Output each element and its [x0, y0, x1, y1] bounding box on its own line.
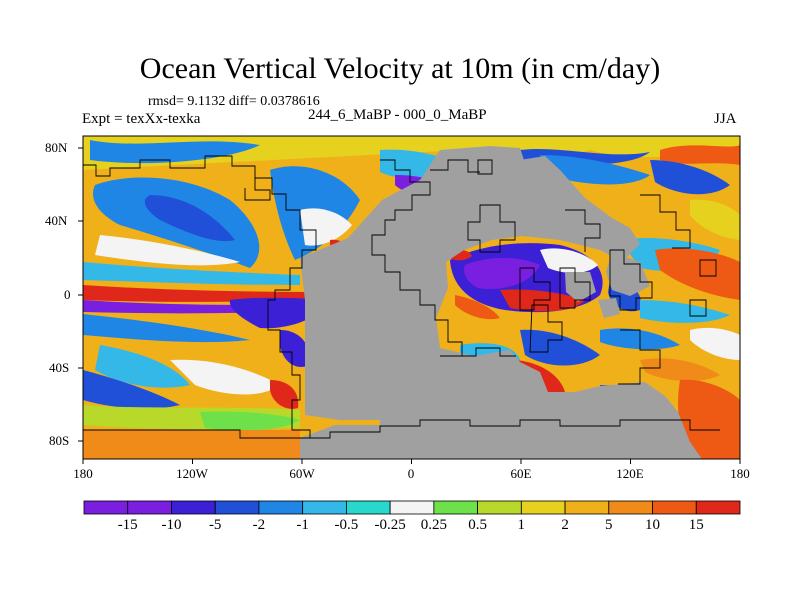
colorbar-box	[302, 500, 347, 515]
colorbar-box	[433, 500, 478, 515]
colorbar-label: -0.25	[374, 517, 406, 533]
experiment-label: Expt = texXx-texka	[82, 111, 201, 127]
lat-label-80n: 80N	[45, 140, 68, 155]
axis-ticks	[78, 147, 741, 464]
lon-label-60w: 60W	[289, 466, 315, 481]
colorbar-label: 2	[561, 517, 569, 533]
case-label: 244_6_MaBP - 000_0_MaBP	[308, 107, 487, 123]
colorbar-box	[214, 500, 260, 515]
colorbar-box	[171, 500, 216, 515]
colorbar-box	[389, 500, 435, 515]
colorbar-box	[564, 500, 610, 515]
colorbar-label: 1	[517, 517, 526, 533]
colorbar-box	[477, 500, 522, 515]
lat-label-equator: 0	[64, 287, 71, 302]
colorbar-label: 0.25	[420, 517, 448, 533]
colorbar-box	[258, 500, 304, 515]
lon-label-60e: 60E	[510, 466, 532, 481]
lat-label-80s: 80S	[49, 433, 70, 448]
lat-label-40s: 40S	[49, 360, 70, 375]
colorbar-label: 0.5	[468, 517, 487, 533]
colorbar-label: -15	[117, 517, 138, 533]
colorbar-label: -2	[252, 517, 266, 533]
lon-label-0: 0	[407, 466, 415, 481]
colorbar-box	[345, 500, 391, 515]
colorbar-label: 5	[605, 517, 613, 533]
lon-label-120w: 120W	[176, 466, 208, 481]
colorbar-box	[652, 500, 697, 515]
lon-label-180e: 180	[730, 466, 750, 481]
colorbar-box	[695, 500, 741, 515]
colorbar-label: 10	[645, 517, 660, 533]
colorbar-label: -1	[296, 517, 309, 533]
colorbar-label: 15	[688, 517, 704, 533]
map-title: Ocean Vertical Velocity at 10m (in cm/da…	[139, 52, 661, 85]
land-masses	[300, 146, 702, 459]
colorbar-box	[127, 500, 172, 515]
colorbar-label: -5	[208, 517, 222, 533]
lat-label-40n: 40N	[45, 213, 68, 228]
colorbar-box	[608, 500, 653, 515]
lon-label-120e: 120E	[616, 466, 644, 481]
coastline-outlines	[83, 155, 720, 439]
stats-label: rmsd= 9.1132 diff= 0.0378616	[148, 94, 320, 109]
colorbar-box	[83, 500, 129, 515]
colorbar-label: -0.5	[334, 517, 359, 533]
colorbar-label: -10	[161, 517, 182, 533]
season-label: JJA	[714, 111, 737, 127]
lon-label-180w: 180	[73, 466, 93, 481]
colorbar-box	[520, 500, 566, 515]
